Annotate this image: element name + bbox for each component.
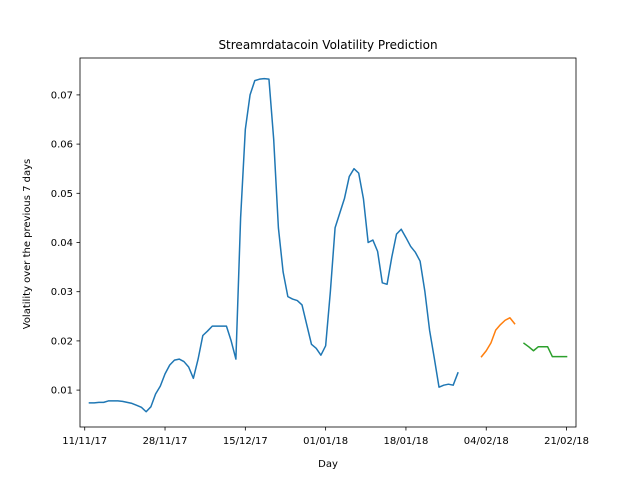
y-tick-label: 0.05 [51,189,73,200]
series-line-1 [88,77,459,413]
chart-title: Streamrdatacoin Volatility Prediction [218,38,437,52]
x-tick-label: 04/02/18 [464,436,509,447]
axes: 11/11/17 28/11/17 15/12/17 01/01/18 18/01/18… [51,57,589,447]
y-tick-label: 0.06 [51,140,73,151]
series-line-2 [480,317,516,358]
y-axis-title: Volatility over the previous 7 days [22,159,33,330]
x-tick-label: 15/12/17 [223,436,268,447]
x-tick-label: 01/01/18 [303,436,348,447]
y-tick-label: 0.04 [51,238,73,249]
plot-area [88,77,568,413]
x-tick-label: 11/11/17 [62,436,107,447]
x-tick-label: 18/01/18 [383,436,428,447]
y-tick-label: 0.03 [51,287,73,298]
y-tick-label: 0.02 [51,336,73,347]
y-tick-label: 0.07 [51,90,73,101]
x-axis-title: Day [318,459,338,470]
x-tick-label: 28/11/17 [143,436,188,447]
series-line-3 [522,342,568,358]
x-tick-label: 21/02/18 [544,436,589,447]
y-tick-label: 0.01 [51,386,73,397]
